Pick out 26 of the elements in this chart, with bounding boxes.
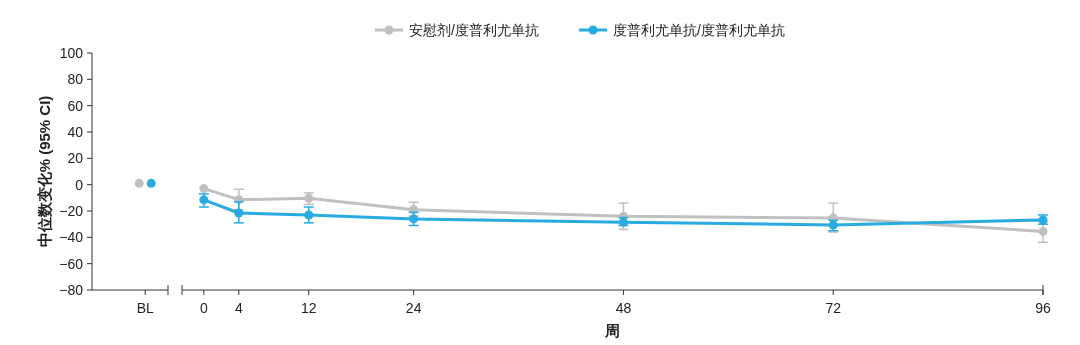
legend-label: 安慰剂/度普利尤单抗 [409,22,539,38]
x-tick-label: BL [136,300,154,316]
x-tick-label: 12 [300,300,317,316]
point [304,210,314,220]
y-tick-label: 20 [67,150,84,167]
x-tick-label: 72 [825,300,842,316]
y-tick-label: −20 [59,203,84,219]
point [199,184,209,194]
y-tick-label: 40 [67,124,84,140]
x-tick-label: 0 [199,300,208,316]
x-axis-title: 周 [604,322,620,339]
x-tick-label: 4 [234,300,243,316]
y-tick-label: −80 [59,282,84,298]
legend-label: 度普利尤单抗/度普利尤单抗 [613,22,785,38]
y-tick-label: 0 [75,176,84,193]
x-tick-label: 24 [405,300,422,316]
y-tick-label: −40 [59,229,84,246]
y-tick-label: 100 [59,45,84,61]
point [234,208,244,218]
x-tick-label: 96 [1035,300,1051,316]
x-tick-label: 48 [615,300,632,316]
point [1038,226,1048,236]
y-axis-title: 中位数变化% (95% CI) [36,95,53,248]
y-tick-label: 60 [67,97,84,114]
y-tick-label: −60 [59,255,84,272]
y-tick-label: 80 [67,71,84,88]
